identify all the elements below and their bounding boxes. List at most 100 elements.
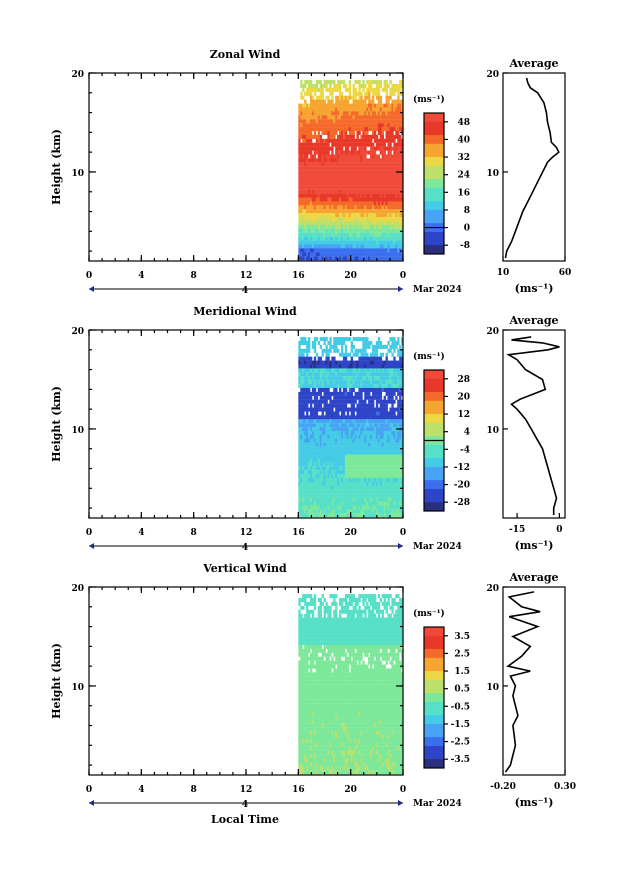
heatmap-cell [366, 481, 369, 486]
heatmap-cell [373, 232, 377, 237]
heatmap-cell [354, 221, 357, 226]
heatmap-cell [329, 158, 332, 163]
heatmap-cell [331, 376, 334, 381]
heatmap-cell [391, 252, 394, 257]
heatmap-cell [315, 185, 319, 190]
heatmap-cell [393, 505, 396, 510]
heatmap-cell [298, 376, 301, 381]
heatmap-cell [333, 356, 336, 361]
heatmap-cell [300, 123, 303, 128]
heatmap-cell [346, 95, 350, 100]
heatmap-cell [371, 438, 375, 443]
heatmap-cell [352, 481, 355, 486]
heatmap-cell [387, 166, 390, 171]
heatmap-cell [362, 481, 365, 486]
heatmap-cell [350, 217, 354, 222]
heatmap-cell [346, 352, 350, 357]
heatmap-cell [387, 177, 390, 182]
heatmap-cell [306, 470, 309, 475]
heatmap-cell [309, 181, 313, 186]
heatmap-cell [373, 431, 377, 436]
heatmap-cell [309, 372, 313, 377]
heatmap-cell [319, 80, 322, 85]
x-tick-label: 8 [191, 528, 197, 538]
heatmap-cell [311, 228, 315, 233]
heatmap-cell [323, 337, 326, 342]
heatmap-cell [302, 387, 305, 392]
heatmap-cell [364, 236, 367, 241]
heatmap-cell [350, 481, 354, 486]
heatmap-cell [327, 80, 330, 85]
heatmap-cell [313, 119, 317, 124]
heatmap-cell [337, 423, 340, 428]
heatmap-cell [356, 442, 359, 447]
heatmap-cell [346, 127, 350, 132]
heatmap-cell [308, 423, 311, 428]
heatmap-cell [377, 462, 381, 467]
heatmap-cell [315, 123, 319, 128]
heatmap-cell [344, 501, 348, 506]
heatmap-cell [375, 115, 379, 120]
heatmap-cell [304, 478, 307, 483]
heatmap-cell [309, 138, 313, 143]
heatmap-cell [348, 423, 352, 428]
heatmap-cell [340, 252, 344, 257]
heatmap-cell [370, 236, 373, 241]
heatmap-cell [306, 189, 309, 194]
heatmap-cell [325, 150, 328, 155]
heatmap-cell [311, 174, 315, 179]
heatmap-cell [308, 87, 311, 92]
heatmap-cell [346, 395, 350, 400]
heatmap-cell [360, 497, 363, 502]
heatmap-cell [339, 384, 342, 389]
heatmap-cell [329, 154, 332, 159]
heatmap-cell [340, 150, 344, 155]
heatmap-cell [375, 360, 379, 365]
heatmap-cell [313, 111, 317, 116]
heatmap-cell [364, 427, 367, 432]
heatmap-cell [344, 384, 348, 389]
heatmap-cell [385, 387, 388, 392]
heatmap-cell [306, 221, 309, 226]
heatmap-cell [360, 205, 363, 210]
heatmap-cell [354, 240, 357, 245]
heatmap-cell [348, 438, 352, 443]
heatmap-cell [340, 434, 344, 439]
heatmap-cell [327, 146, 330, 151]
heatmap-cell [348, 395, 352, 400]
heatmap-cell [370, 134, 373, 139]
heatmap-cell [308, 348, 311, 353]
heatmap-cell [385, 497, 388, 502]
heatmap-cell [337, 458, 340, 463]
heatmap-cell [304, 197, 307, 202]
heatmap-cell [399, 411, 402, 416]
heatmap-cell [385, 221, 388, 226]
heatmap-cell [342, 236, 346, 241]
heatmap-cell [375, 197, 379, 202]
heatmap-cell [340, 438, 344, 443]
heatmap-cell [308, 364, 311, 369]
heatmap-cell [300, 415, 303, 420]
heatmap-cell [397, 99, 400, 104]
heatmap-cell [315, 134, 319, 139]
heatmap-cell [337, 384, 340, 389]
heatmap-cell [315, 197, 319, 202]
heatmap-cell [356, 509, 359, 514]
heatmap-cell [358, 501, 361, 506]
heatmap-cell [371, 170, 375, 175]
heatmap-cell [364, 493, 367, 498]
heatmap-cell [327, 177, 330, 182]
heatmap-cell [339, 138, 342, 143]
heatmap-cell [319, 146, 322, 151]
heatmap-cell [348, 474, 352, 479]
heatmap-cell [340, 427, 344, 432]
heatmap-cell [302, 505, 305, 510]
heatmap-cell [333, 170, 336, 175]
heatmap-cell [323, 228, 326, 233]
heatmap-cell [335, 411, 338, 416]
heatmap-cell [395, 150, 398, 155]
heatmap-cell [362, 372, 365, 377]
heatmap-cell [385, 80, 388, 85]
heatmap-cell [383, 344, 386, 349]
heatmap-cell [331, 146, 334, 151]
